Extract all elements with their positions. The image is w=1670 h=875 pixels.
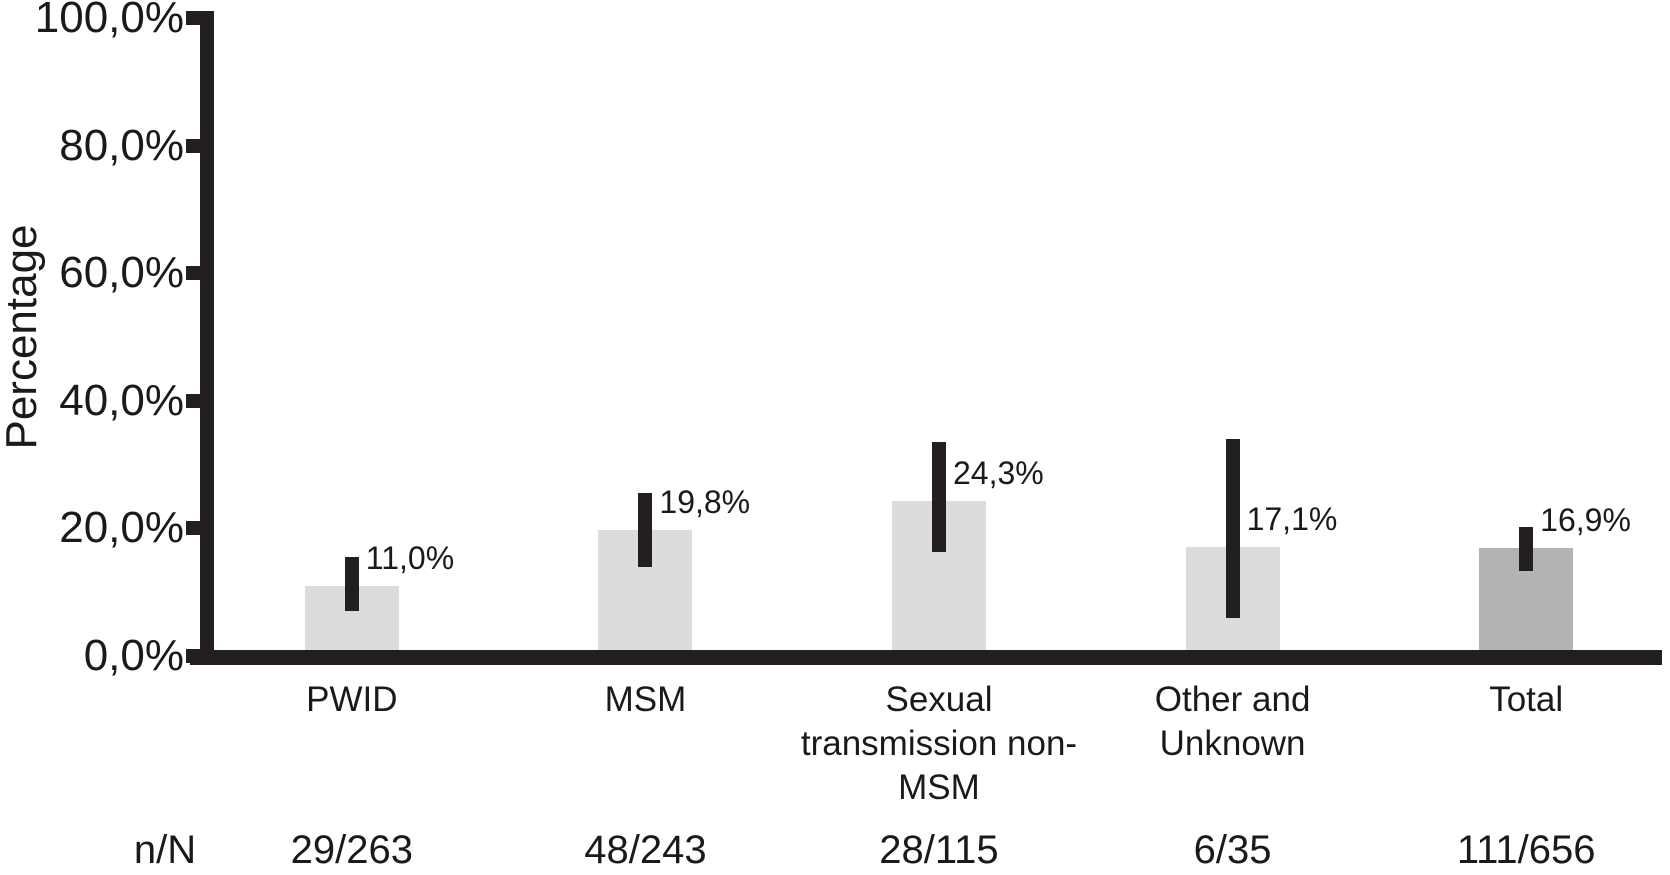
y-tick-label-0: 0,0% [83,631,184,680]
value-label-total: 16,9% [1540,502,1631,539]
n-over-N-row-header: n/N [133,828,197,872]
bar-slot-sexual-transmission-non-msm: 24,3% [792,18,1086,656]
bar-slot-other-and-unknown: 17,1% [1086,18,1380,656]
x-label-total: Total [1489,680,1564,719]
x-label-msm: MSM [604,680,687,719]
y-tick-label-100: 100,0% [34,0,184,42]
error-bar-total [1519,526,1534,572]
y-tick-mark-20 [186,521,201,536]
x-axis-line [190,650,1662,665]
n-over-N-values: 29/263 48/243 28/115 6/35 111/656 [205,828,1670,872]
y-tick-label-40: 40,0% [59,375,184,425]
y-tick-mark-0 [186,649,201,663]
n-value-total: 111/656 [1456,828,1596,872]
n-value-other-and-unknown: 6/35 [1193,828,1272,872]
y-tick-mark-60 [186,266,201,281]
n-value-msm: 48/243 [584,828,707,872]
value-label-msm: 19,8% [659,483,751,520]
y-tick-mark-80 [186,138,201,153]
y-tick-label-20: 20,0% [59,503,184,553]
n-value-sexual-transmission-non-msm: 28/115 [879,828,999,872]
value-label-other-and-unknown: 17,1% [1246,500,1338,537]
n-value-pwid: 29/263 [290,828,413,872]
error-bar-msm [638,493,653,567]
error-bar-sexual-transmission-non-msm [931,442,946,553]
error-bar-other-and-unknown [1225,439,1240,619]
value-label-sexual-transmission-non-msm: 24,3% [952,454,1044,491]
y-tick-mark-100 [186,11,201,25]
y-axis-line [200,11,214,665]
plot-area: 11,0% 19,8% 24,3% 17,1% 16,9% [205,18,1670,656]
bar-slot-total: 16,9% [1379,18,1670,656]
bar-slot-pwid: 11,0% [205,18,499,656]
bar-slot-msm: 19,8% [499,18,793,656]
x-label-other-and-unknown: Other and Unknown [1154,680,1311,763]
y-tick-label-80: 80,0% [59,120,184,170]
x-label-sexual-transmission-non-msm: Sexual transmission non- MSM [800,680,1078,807]
y-tick-mark-40 [186,393,201,408]
value-label-pwid: 11,0% [365,539,455,576]
x-label-pwid: PWID [306,680,398,719]
y-tick-label-60: 60,0% [59,248,184,298]
x-axis-labels: PWID MSM Sexual transmission non- MSM Other… [205,678,1670,810]
error-bar-pwid [344,557,359,612]
